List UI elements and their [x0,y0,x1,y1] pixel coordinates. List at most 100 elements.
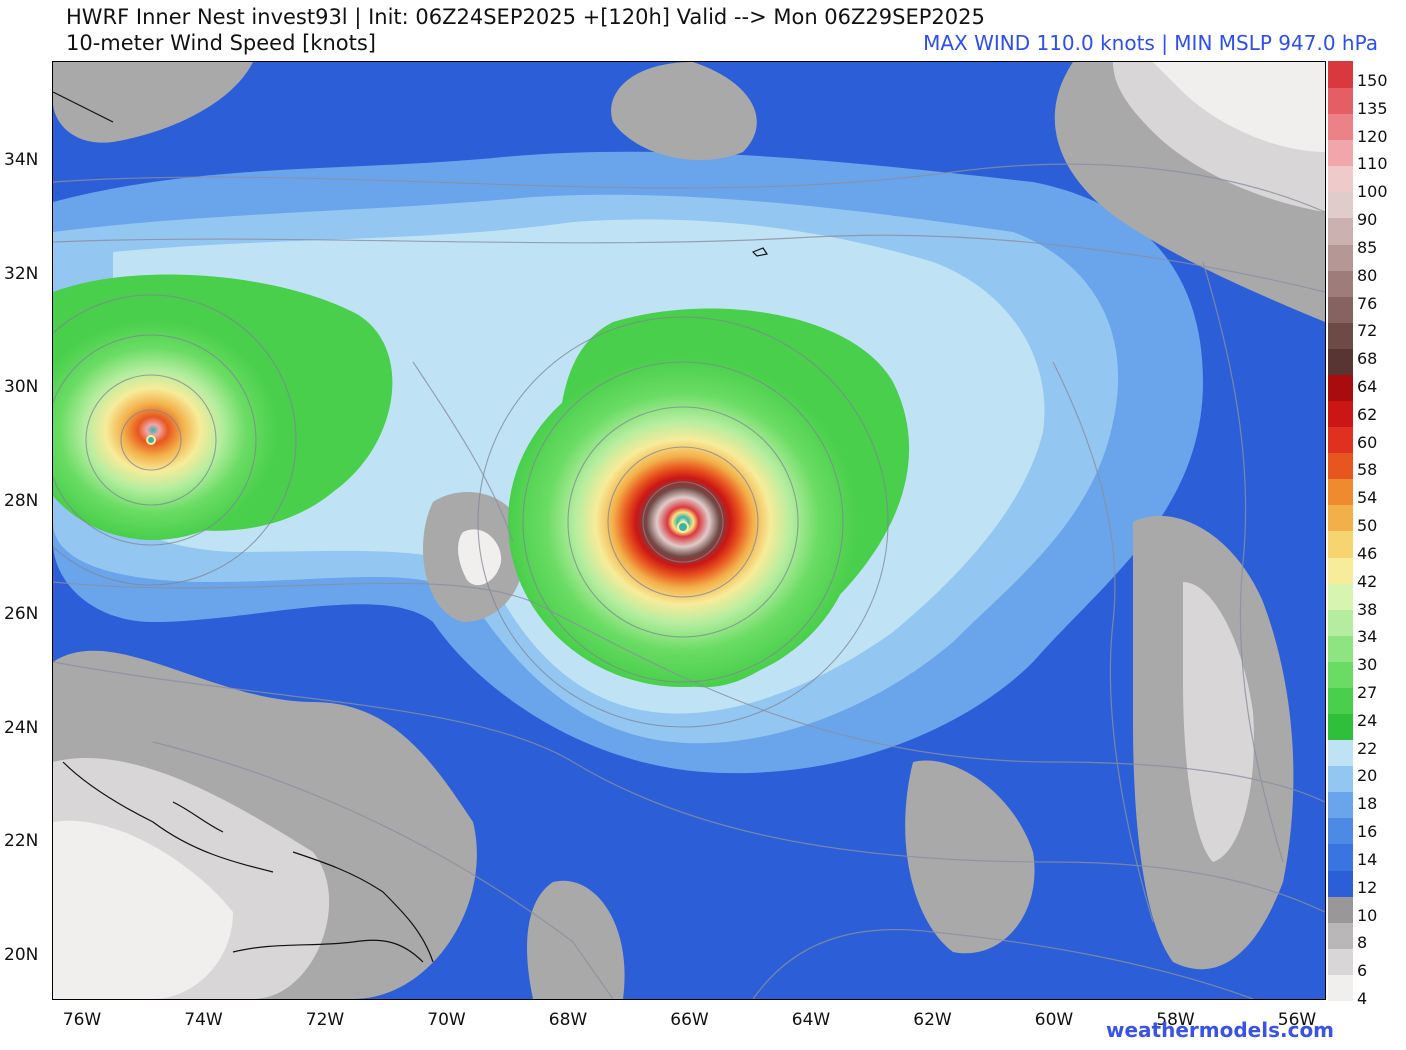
colorbar-segment [1328,556,1353,584]
colorbar-label: 62 [1357,404,1378,424]
lat-tick-label: 22N [4,831,39,851]
colorbar-label: 120 [1357,126,1388,146]
colorbar-segment [1328,765,1353,793]
wind-field-plot [53,62,1325,999]
colorbar-segment [1328,321,1353,349]
colorbar-label: 135 [1357,98,1388,118]
colorbar-label: 30 [1357,655,1378,675]
colorbar-segment [1328,582,1353,610]
colorbar-label: 18 [1357,794,1378,814]
colorbar-label: 58 [1357,460,1378,480]
colorbar-segment [1328,869,1353,897]
colorbar-segment [1328,713,1353,741]
colorbar-label: 24 [1357,710,1378,730]
lon-tick-label: 74W [184,1010,223,1030]
colorbar-segment [1328,921,1353,949]
colorbar-segment [1328,973,1353,1001]
colorbar-label: 110 [1357,154,1388,174]
colorbar-segment [1328,817,1353,845]
colorbar-label: 150 [1357,71,1388,90]
lat-tick-label: 30N [4,377,39,397]
streamlines [53,163,1325,999]
lon-tick-label: 72W [305,1010,345,1030]
colorbar-segment [1328,478,1353,506]
colorbar-segment [1328,530,1353,558]
map-subtitle: 10-meter Wind Speed [knots] [66,31,376,55]
colorbar-segment [1328,608,1353,636]
colorbar-label: 12 [1357,877,1378,897]
colorbar-segment [1328,895,1353,923]
colorbar-segment [1328,217,1353,245]
colorbar-segment [1328,347,1353,375]
calm-area-s [905,760,1035,954]
lon-tick-label: 70W [427,1010,466,1030]
colorbar-label: 34 [1357,627,1378,647]
calm-pocket-center-core [458,529,502,586]
lon-tick-label: 58W [1156,1010,1195,1030]
colorbar-label: 85 [1357,237,1378,257]
wind-speed-colorbar [1328,61,1353,1001]
calm-area-n [611,62,757,161]
colorbar-segment [1328,243,1353,271]
colorbar-segment [1328,504,1353,532]
colorbar-segment [1328,739,1353,767]
hurricane-spiral-streamlines [477,316,889,728]
colorbar-label: 14 [1357,849,1378,869]
lat-tick-label: 32N [4,263,39,284]
storm2-core [53,320,278,540]
storm2-eye-marker [146,435,156,445]
storm-stats: MAX WIND 110.0 knots | MIN MSLP 947.0 hP… [923,31,1378,55]
colorbar-segment [1328,269,1353,297]
lon-tick-label: 76W [62,1010,102,1030]
colorbar-label: 42 [1357,571,1378,591]
colorbar-label: 46 [1357,543,1378,563]
hurricane-eye-marker [677,521,689,533]
colorbar-label: 8 [1357,933,1368,953]
lat-tick-label: 20N [4,944,39,965]
calm-area-ne-core [1153,62,1325,152]
lon-tick-label: 68W [548,1010,588,1030]
lon-tick-label: 60W [1034,1010,1074,1030]
colorbar-label: 90 [1357,210,1378,230]
calm-area-nw [53,62,253,143]
colorbar-label: 6 [1357,961,1368,981]
calm-area-sw-core [53,820,233,999]
colorbar-segment [1328,400,1353,428]
colorbar-label: 76 [1357,293,1378,313]
source-credit: weathermodels.com [1106,1018,1335,1042]
colorbar-segment [1328,791,1353,819]
colorbar-label: 38 [1357,599,1378,619]
colorbar-label: 54 [1357,488,1378,508]
colorbar-label: 16 [1357,822,1378,842]
colorbar-segment [1328,634,1353,662]
colorbar-label: 22 [1357,738,1378,758]
colorbar-segment [1328,687,1353,714]
coastlines [53,91,768,963]
map-title: HWRF Inner Nest invest93l | Init: 06Z24S… [66,5,985,29]
lat-tick-label: 26N [4,604,39,624]
lon-tick-label: 66W [670,1010,709,1030]
lat-tick-label: 34N [4,150,39,170]
colorbar-segment [1328,843,1353,871]
colorbar-label: 60 [1357,432,1378,452]
colorbar-label: 4 [1357,989,1368,1008]
colorbar-segment [1328,191,1353,219]
calm-area-s2 [527,880,625,999]
colorbar-label: 50 [1357,516,1378,536]
colorbar-segment [1328,139,1353,167]
colorbar-label: 72 [1357,321,1378,341]
colorbar-segment [1328,452,1353,480]
colorbar-segment [1328,165,1353,193]
colorbar-segment [1328,61,1353,88]
colorbar-label: 80 [1357,265,1378,285]
calm-area-se-inner [1183,582,1254,862]
lon-tick-label: 62W [913,1010,952,1030]
colorbar-label: 10 [1357,905,1378,925]
lat-tick-label: 28N [4,490,39,511]
colorbar-label: 64 [1357,377,1378,396]
lon-tick-label: 56W [1277,1010,1317,1030]
storm2-spiral-streamlines [53,294,297,586]
colorbar-segment [1328,426,1353,454]
colorbar-label: 27 [1357,683,1378,702]
colorbar-label: 100 [1357,182,1388,202]
